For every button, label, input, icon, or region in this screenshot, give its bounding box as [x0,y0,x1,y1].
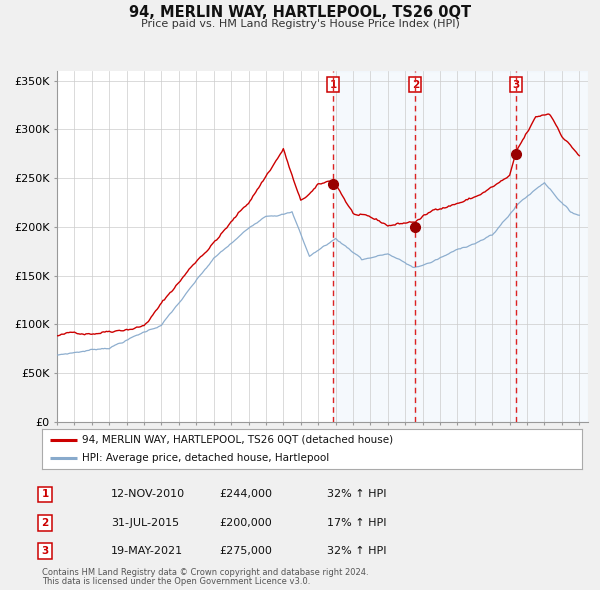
Text: 31-JUL-2015: 31-JUL-2015 [111,518,179,527]
Text: £275,000: £275,000 [219,546,272,556]
Text: 12-NOV-2010: 12-NOV-2010 [111,490,185,499]
Text: 32% ↑ HPI: 32% ↑ HPI [327,490,386,499]
Text: This data is licensed under the Open Government Licence v3.0.: This data is licensed under the Open Gov… [42,578,310,586]
Text: £244,000: £244,000 [219,490,272,499]
Text: 1: 1 [41,490,49,499]
Bar [517,71,588,422]
Text: 3: 3 [41,546,49,556]
Text: 2: 2 [41,518,49,527]
Text: 94, MERLIN WAY, HARTLEPOOL, TS26 0QT (detached house): 94, MERLIN WAY, HARTLEPOOL, TS26 0QT (de… [83,435,394,445]
Text: Contains HM Land Registry data © Crown copyright and database right 2024.: Contains HM Land Registry data © Crown c… [42,568,368,577]
Text: 19-MAY-2021: 19-MAY-2021 [111,546,183,556]
Text: £200,000: £200,000 [219,518,272,527]
Text: 17% ↑ HPI: 17% ↑ HPI [327,518,386,527]
Text: 32% ↑ HPI: 32% ↑ HPI [327,546,386,556]
Bar [333,71,415,422]
Text: 2: 2 [412,80,419,90]
Text: Price paid vs. HM Land Registry's House Price Index (HPI): Price paid vs. HM Land Registry's House … [140,19,460,29]
Text: HPI: Average price, detached house, Hartlepool: HPI: Average price, detached house, Hart… [83,453,330,463]
Text: 3: 3 [513,80,520,90]
Bar [415,71,517,422]
Text: 94, MERLIN WAY, HARTLEPOOL, TS26 0QT: 94, MERLIN WAY, HARTLEPOOL, TS26 0QT [129,5,471,19]
Text: 1: 1 [329,80,337,90]
